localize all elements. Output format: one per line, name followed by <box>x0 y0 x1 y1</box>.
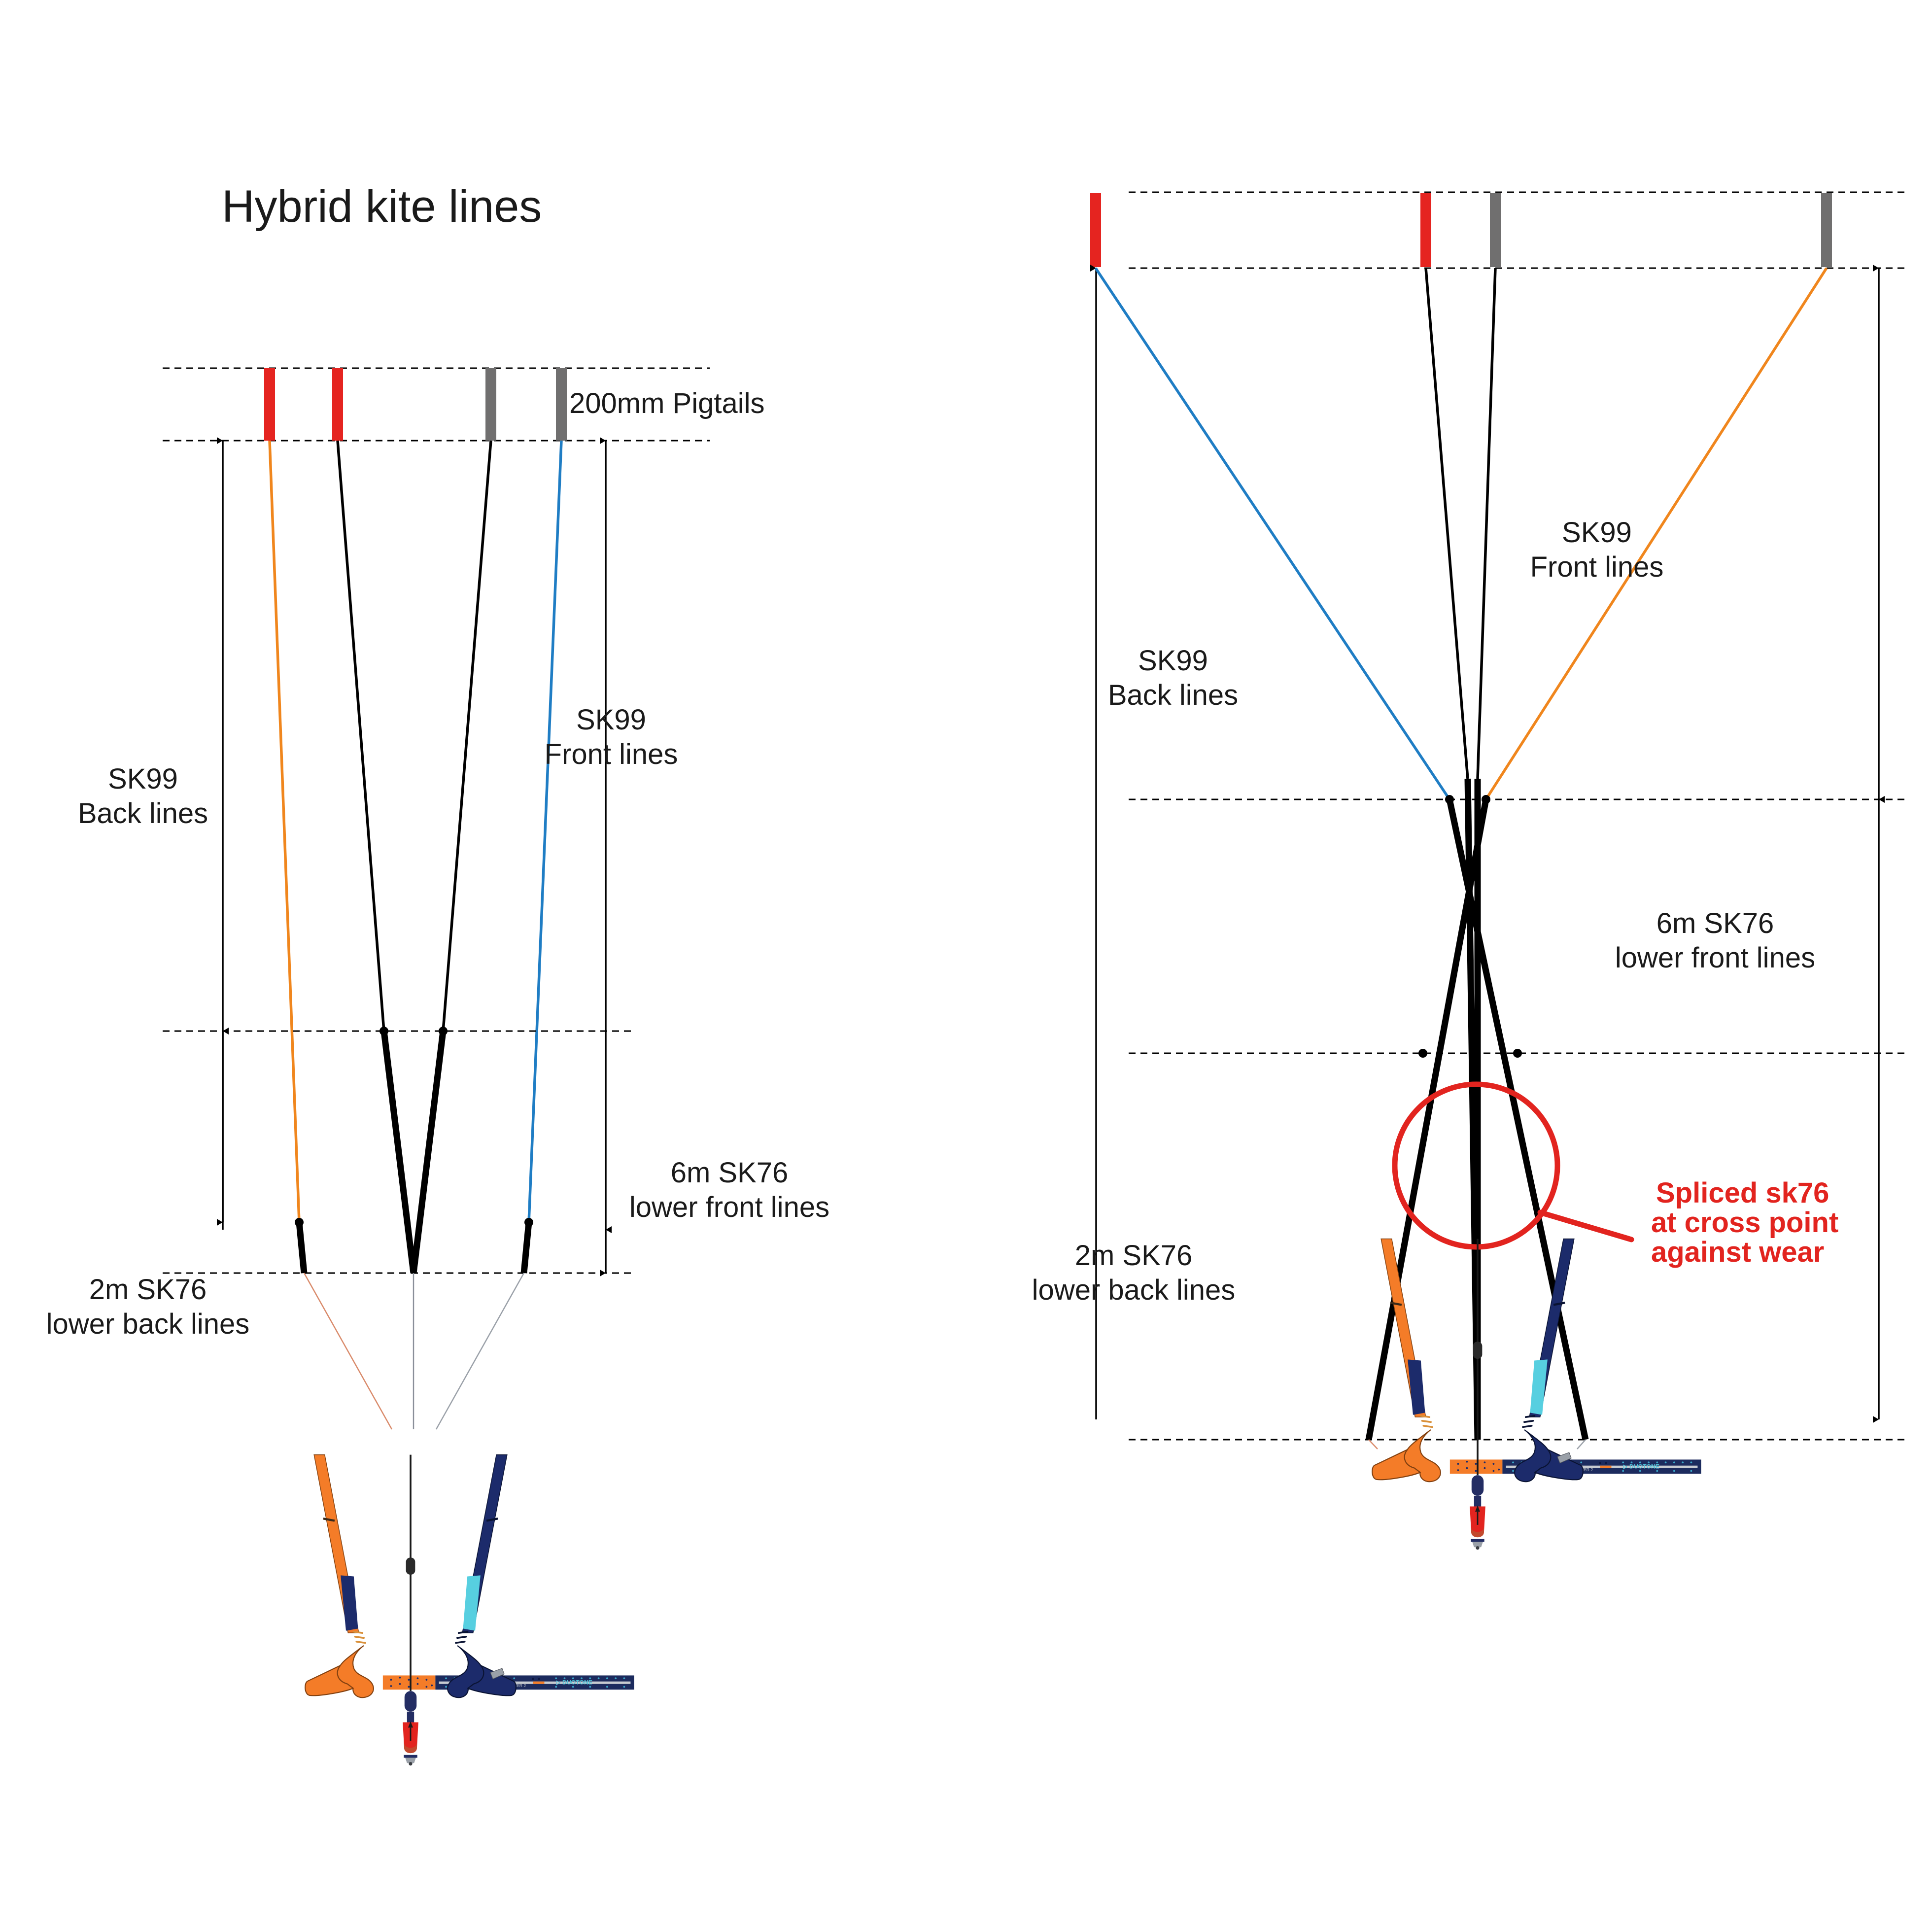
svg-text:lower front lines: lower front lines <box>629 1191 829 1223</box>
svg-text:200mm Pigtails: 200mm Pigtails <box>569 387 764 419</box>
svg-text:lower back lines: lower back lines <box>46 1308 250 1340</box>
svg-text:6m SK76: 6m SK76 <box>671 1157 789 1189</box>
svg-text:SK99: SK99 <box>576 704 646 736</box>
svg-text:Spliced sk76: Spliced sk76 <box>1656 1177 1829 1209</box>
svg-text:Hybrid kite lines: Hybrid kite lines <box>222 181 542 232</box>
svg-text:2m SK76: 2m SK76 <box>1075 1240 1193 1272</box>
svg-text:2m SK76: 2m SK76 <box>89 1274 207 1306</box>
svg-text:at cross point: at cross point <box>1651 1207 1838 1239</box>
svg-text:against wear: against wear <box>1651 1236 1824 1268</box>
svg-text:Back lines: Back lines <box>1108 679 1238 711</box>
svg-text:Front lines: Front lines <box>545 738 678 770</box>
svg-text:6m SK76: 6m SK76 <box>1656 907 1774 939</box>
svg-text:Front lines: Front lines <box>1530 551 1664 583</box>
svg-text:Back lines: Back lines <box>78 797 208 829</box>
svg-text:SK99: SK99 <box>108 763 178 795</box>
svg-text:lower back lines: lower back lines <box>1032 1274 1236 1306</box>
svg-text:SK99: SK99 <box>1562 517 1632 549</box>
svg-text:lower front lines: lower front lines <box>1615 942 1815 974</box>
svg-text:SK99: SK99 <box>1138 645 1208 677</box>
